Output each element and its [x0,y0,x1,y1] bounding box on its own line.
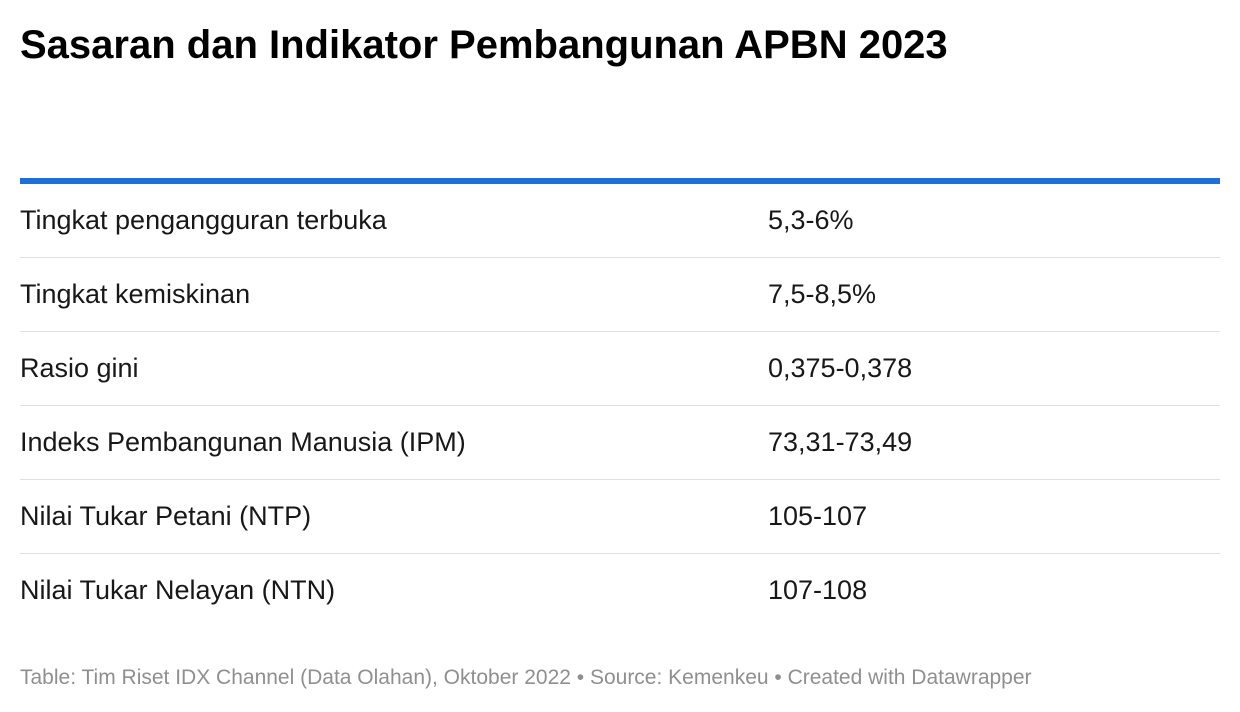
row-label: Tingkat kemiskinan [20,279,251,309]
row-value: 105-107 [768,501,868,531]
chart-title: Sasaran dan Indikator Pembangunan APBN 2… [20,23,948,67]
data-table: Tingkat pengangguran terbuka 5,3-6% Ting… [20,178,1220,627]
table-row: Tingkat pengangguran terbuka 5,3-6% [20,184,1220,258]
table-row: Nilai Tukar Petani (NTP) 105-107 [20,480,1220,554]
row-value: 107-108 [768,575,868,605]
row-label: Tingkat pengangguran terbuka [20,205,387,235]
table-row: Nilai Tukar Nelayan (NTN) 107-108 [20,554,1220,627]
row-label: Rasio gini [20,353,139,383]
row-value: 5,3-6% [768,205,854,235]
source-footer: Table: Tim Riset IDX Channel (Data Olaha… [20,666,1032,689]
table-row: Rasio gini 0,375-0,378 [20,332,1220,406]
row-label: Nilai Tukar Nelayan (NTN) [20,575,336,605]
row-value: 0,375-0,378 [768,353,913,383]
table-row: Tingkat kemiskinan 7,5-8,5% [20,258,1220,332]
row-value: 73,31-73,49 [768,427,913,457]
row-value: 7,5-8,5% [768,279,877,309]
table-row: Indeks Pembangunan Manusia (IPM) 73,31-7… [20,406,1220,480]
row-label: Nilai Tukar Petani (NTP) [20,501,312,531]
row-label: Indeks Pembangunan Manusia (IPM) [20,427,466,457]
